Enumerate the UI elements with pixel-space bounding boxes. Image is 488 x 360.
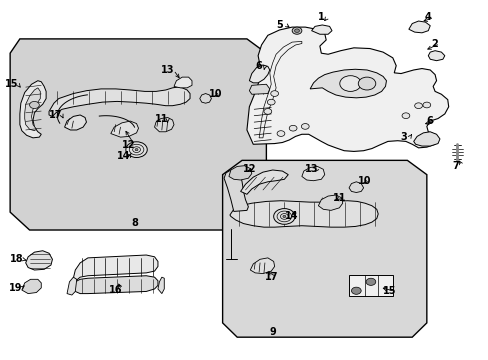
Text: 12: 12 — [122, 140, 135, 150]
Text: 14: 14 — [285, 211, 298, 221]
Circle shape — [267, 99, 275, 105]
Text: 17: 17 — [264, 272, 277, 282]
Text: 13: 13 — [161, 65, 174, 75]
Polygon shape — [25, 88, 40, 131]
Polygon shape — [301, 166, 324, 181]
Polygon shape — [67, 277, 77, 295]
Polygon shape — [408, 21, 429, 33]
Polygon shape — [348, 182, 363, 193]
Polygon shape — [158, 277, 164, 294]
Polygon shape — [413, 132, 439, 146]
Polygon shape — [222, 160, 426, 337]
Circle shape — [288, 125, 296, 131]
Circle shape — [264, 109, 271, 114]
Polygon shape — [229, 201, 377, 227]
Text: 1: 1 — [317, 13, 324, 22]
Polygon shape — [250, 258, 274, 274]
Text: 6: 6 — [255, 62, 262, 71]
Text: 15: 15 — [382, 287, 395, 296]
Polygon shape — [249, 65, 269, 83]
Circle shape — [301, 123, 308, 129]
Text: 15: 15 — [5, 79, 19, 89]
Text: 3: 3 — [400, 132, 407, 142]
Polygon shape — [246, 27, 448, 152]
Circle shape — [294, 29, 299, 32]
Circle shape — [291, 27, 301, 34]
Text: 11: 11 — [155, 114, 168, 124]
Circle shape — [351, 287, 361, 294]
Polygon shape — [154, 117, 174, 132]
Text: 4: 4 — [424, 13, 431, 22]
Polygon shape — [10, 39, 266, 230]
Text: 6: 6 — [426, 116, 433, 126]
Polygon shape — [228, 166, 251, 180]
Circle shape — [125, 142, 147, 157]
Text: 13: 13 — [304, 163, 318, 174]
Circle shape — [135, 149, 138, 151]
Polygon shape — [318, 195, 342, 210]
Polygon shape — [111, 121, 138, 137]
Text: 14: 14 — [117, 151, 130, 161]
Text: 11: 11 — [332, 193, 346, 203]
Circle shape — [358, 77, 375, 90]
Circle shape — [30, 102, 39, 109]
Polygon shape — [200, 94, 211, 103]
Circle shape — [401, 113, 409, 118]
Polygon shape — [73, 276, 158, 294]
Polygon shape — [20, 81, 46, 138]
Circle shape — [277, 131, 285, 136]
Circle shape — [339, 76, 361, 91]
Text: 12: 12 — [242, 163, 256, 174]
Polygon shape — [309, 69, 386, 98]
Circle shape — [366, 278, 375, 285]
Text: 19: 19 — [9, 283, 22, 293]
Polygon shape — [64, 115, 86, 130]
Bar — [348, 275, 392, 296]
Polygon shape — [224, 170, 248, 211]
Text: 2: 2 — [430, 39, 437, 49]
Polygon shape — [26, 251, 52, 270]
Text: 16: 16 — [109, 285, 122, 295]
Polygon shape — [240, 170, 287, 194]
Text: 10: 10 — [208, 89, 222, 99]
Polygon shape — [427, 51, 444, 61]
Polygon shape — [311, 25, 331, 34]
Circle shape — [273, 208, 294, 224]
Polygon shape — [174, 77, 192, 88]
Circle shape — [270, 91, 278, 96]
Circle shape — [414, 103, 422, 109]
Text: 8: 8 — [131, 218, 138, 228]
Polygon shape — [73, 255, 158, 280]
Polygon shape — [22, 279, 41, 294]
Text: 10: 10 — [358, 176, 371, 186]
Polygon shape — [49, 87, 190, 116]
Circle shape — [283, 215, 285, 217]
Text: 17: 17 — [49, 110, 62, 120]
Text: 18: 18 — [10, 254, 24, 264]
Circle shape — [422, 102, 430, 108]
Polygon shape — [249, 84, 269, 94]
Text: 5: 5 — [276, 19, 282, 30]
Text: 9: 9 — [269, 327, 276, 337]
Text: 7: 7 — [452, 161, 458, 171]
